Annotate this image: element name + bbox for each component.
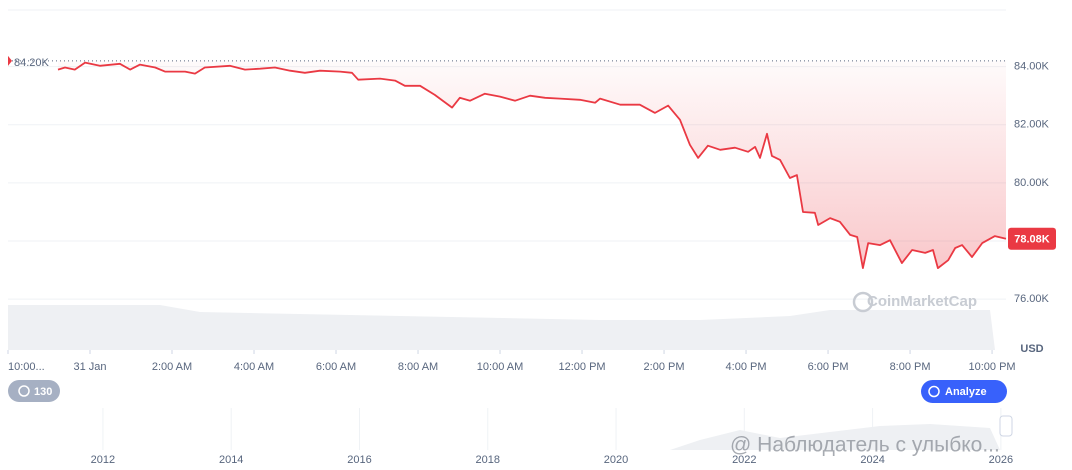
chart-watermark: CoinMarketCap: [867, 293, 977, 310]
x-tick-label: 10:00 PM: [969, 361, 1016, 373]
navigator-tick-label: 2012: [91, 454, 115, 466]
history-badge[interactable]: 130: [8, 380, 60, 402]
button-bg: [921, 380, 1007, 403]
x-tick-label: 2:00 PM: [644, 361, 685, 373]
navigator-tick-label: 2020: [604, 454, 628, 466]
area-fill: [58, 60, 1006, 269]
navigator-tick-label: 2024: [860, 454, 884, 466]
volume-area: [8, 305, 995, 350]
x-tick-label: 8:00 AM: [398, 361, 438, 373]
x-tick-label: 2:00 AM: [152, 361, 192, 373]
analyze-button[interactable]: Analyze: [921, 380, 1007, 403]
price-tag: [1008, 227, 1056, 250]
y-tick-label: 80.00K: [1014, 177, 1050, 189]
reference-marker: [8, 55, 12, 66]
overlay-watermark: @ Наблюдатель с улыбко...: [730, 434, 1000, 457]
button-label: Analyze: [945, 386, 987, 398]
badge-count: 130: [34, 386, 52, 398]
x-tick-label: 4:00 PM: [726, 361, 767, 373]
navigator-tick-label: 2022: [732, 454, 756, 466]
x-tick-label: 4:00 AM: [234, 361, 274, 373]
x-tick-label: 10:00...: [8, 361, 45, 373]
x-tick-label: 31 Jan: [73, 361, 106, 373]
navigator-handle[interactable]: [999, 415, 1013, 437]
navigator-tick-label: 2018: [476, 454, 500, 466]
x-tick-label: 8:00 PM: [890, 361, 931, 373]
x-tick-label: 10:00 AM: [477, 361, 523, 373]
button-icon: [928, 385, 940, 398]
navigator-tick-label: 2026: [989, 454, 1013, 466]
badge-bg: [8, 380, 60, 402]
y-tick-label: 82.00K: [1014, 119, 1050, 131]
reference-label: 84.20K: [14, 57, 50, 69]
x-tick-label: 6:00 AM: [316, 361, 356, 373]
x-tick-label: 6:00 PM: [808, 361, 849, 373]
navigator-area: [670, 424, 1000, 450]
navigator-tick-label: 2014: [219, 454, 243, 466]
unit-label: USD: [1020, 343, 1043, 355]
price-tag-label: 78.08K: [1014, 234, 1050, 246]
price-line: [57, 61, 1007, 269]
navigator-tick-label: 2016: [347, 454, 371, 466]
x-tick-label: 12:00 PM: [558, 361, 605, 373]
y-tick-label: 76.00K: [1014, 293, 1050, 305]
watermark-logo: [852, 291, 874, 313]
y-tick-label: 84.00K: [1014, 61, 1050, 73]
badge-icon: [18, 385, 30, 397]
